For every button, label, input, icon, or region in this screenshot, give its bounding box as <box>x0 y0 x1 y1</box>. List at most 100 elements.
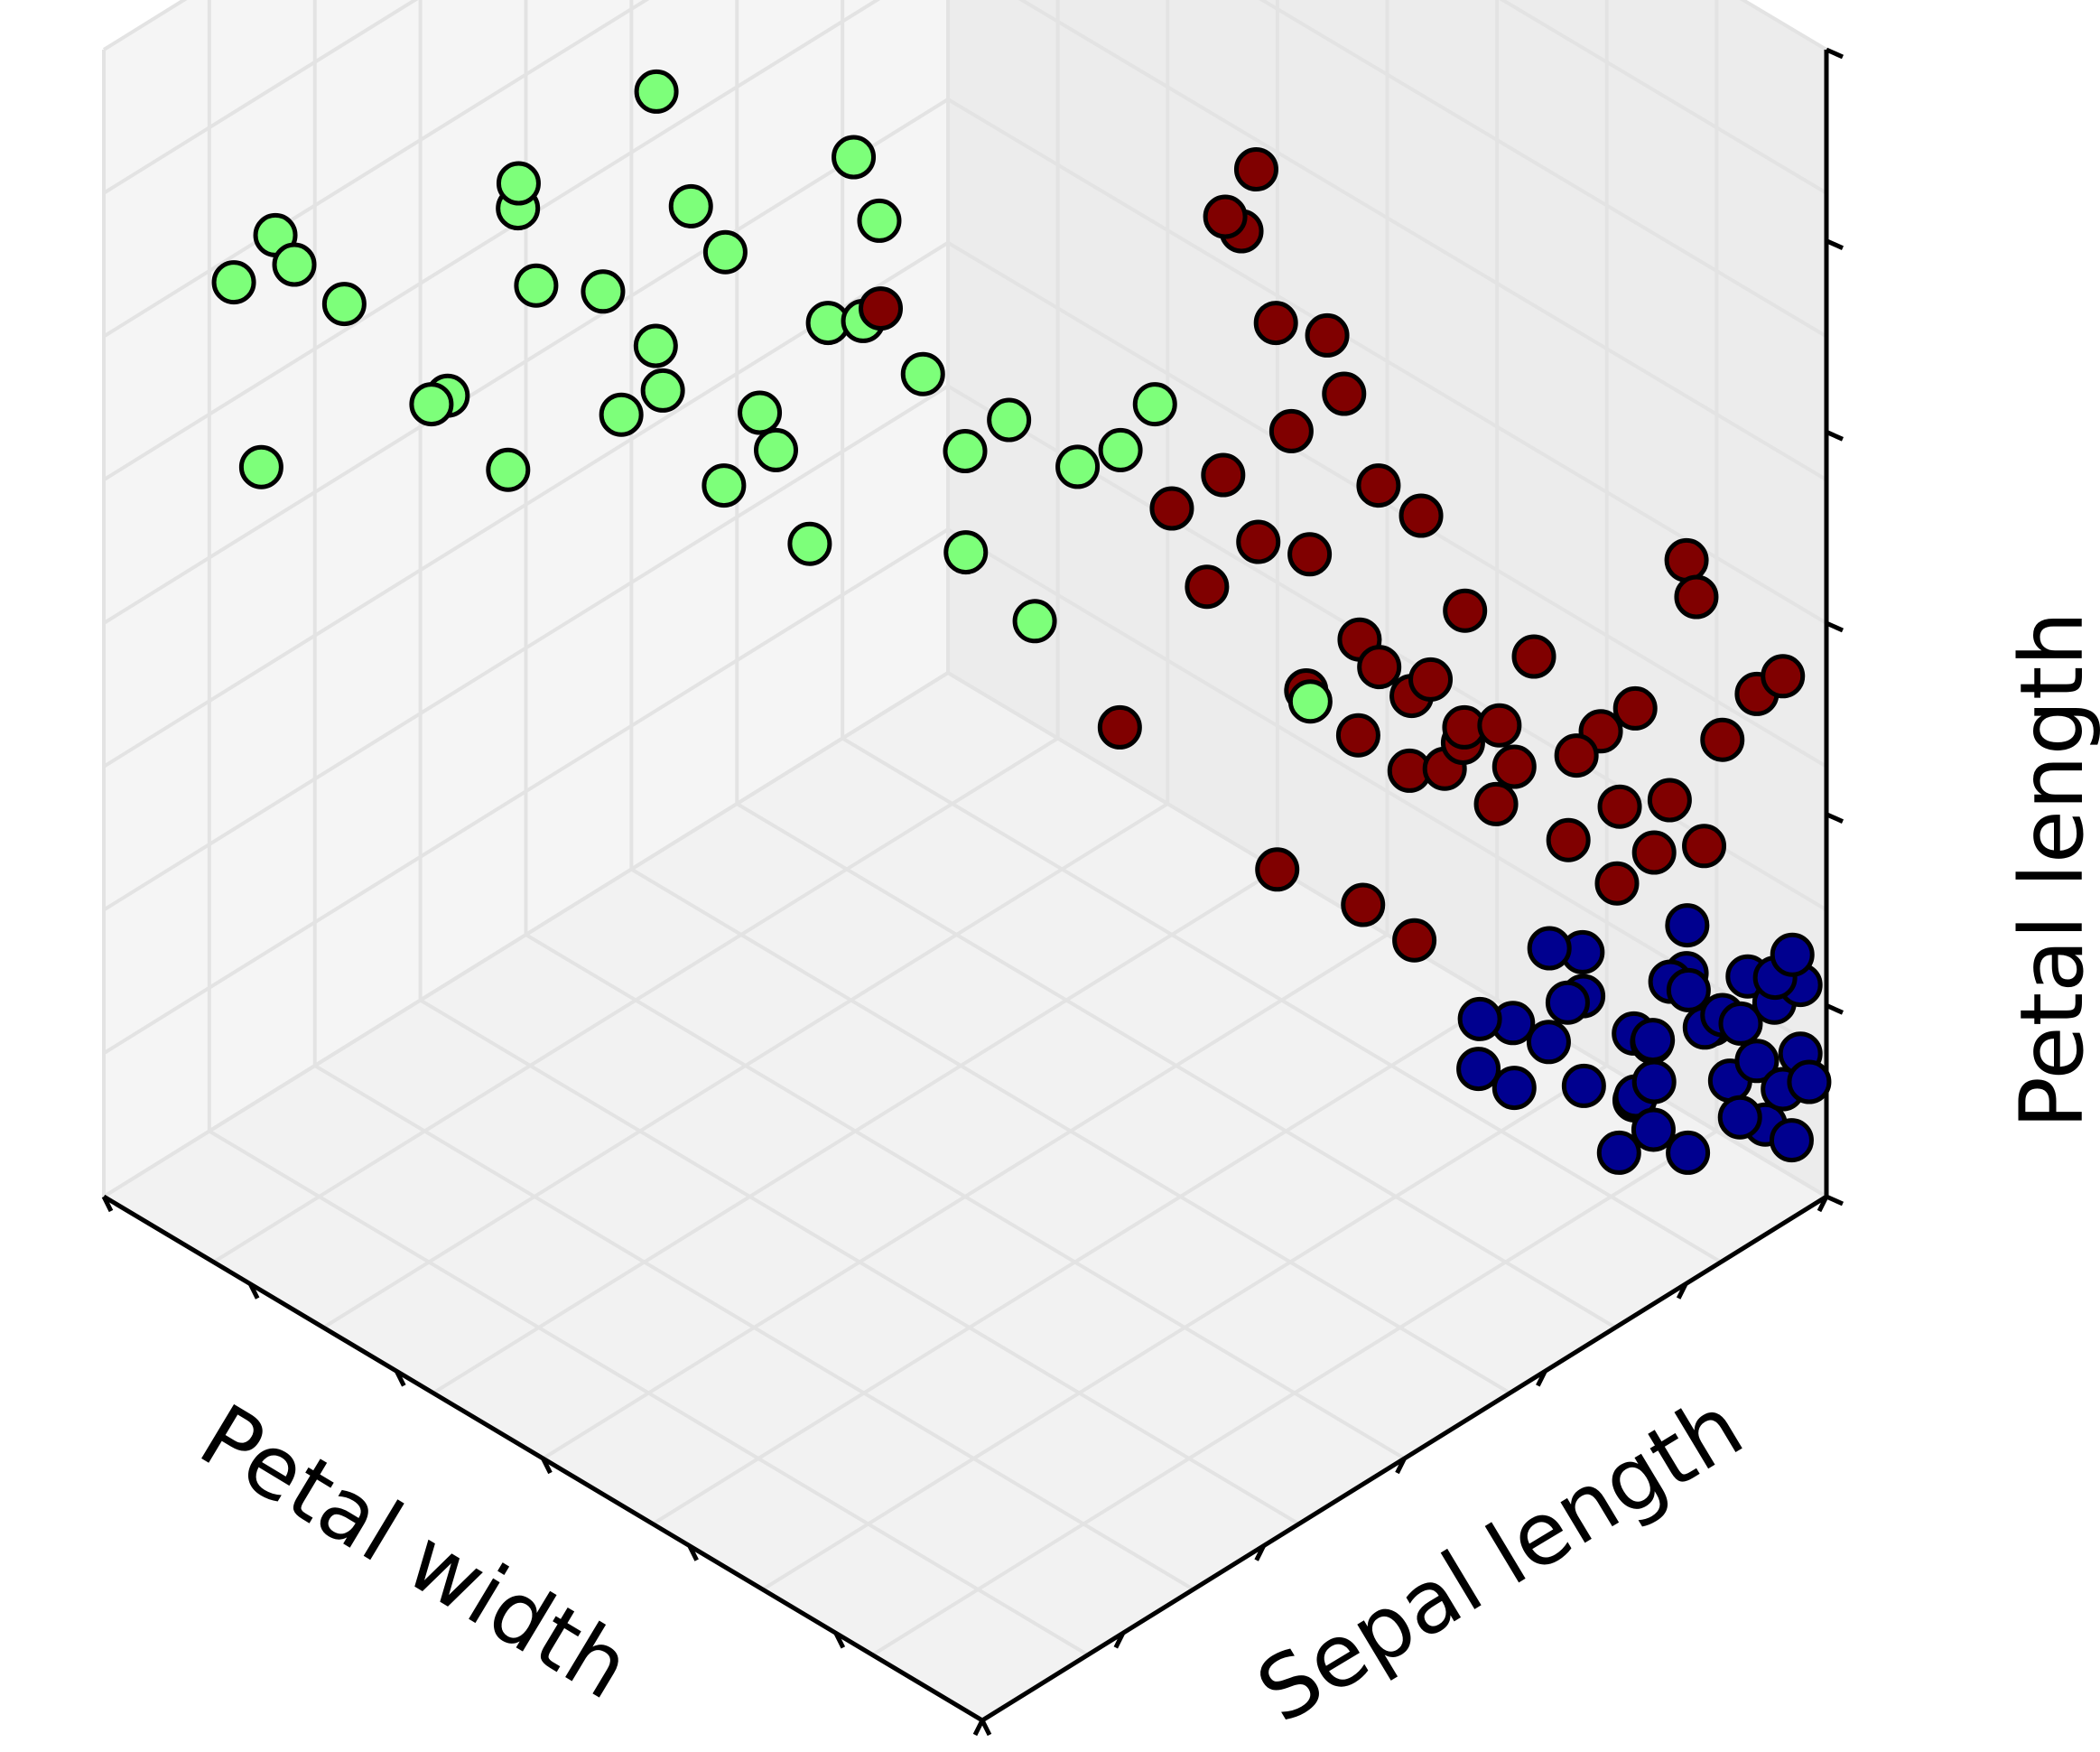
z-axis-tick <box>1825 1003 1844 1015</box>
scatter-point <box>1236 519 1281 564</box>
scatter-point <box>486 447 531 492</box>
scatter-point <box>1392 918 1437 963</box>
scatter-point <box>1682 824 1727 869</box>
scatter-point <box>900 351 945 396</box>
scatter-point <box>1596 1130 1641 1175</box>
scatter-point <box>943 530 989 575</box>
scatter-point <box>1457 996 1502 1041</box>
grid-line <box>761 1064 1608 1591</box>
y-axis-tick <box>1113 1632 1126 1649</box>
scatter-point <box>1456 1047 1501 1092</box>
scatter-point <box>1761 654 1806 699</box>
scatter-point <box>1527 926 1572 971</box>
scatter-point <box>859 286 903 331</box>
scatter-point <box>1233 147 1278 191</box>
scatter-point <box>832 135 877 180</box>
scatter-point <box>1594 861 1640 906</box>
scatter-point <box>1491 744 1537 789</box>
z-axis-tick <box>1825 238 1844 250</box>
scatter-point <box>409 382 454 427</box>
scatter-point <box>1268 408 1314 453</box>
scatter-point <box>1098 427 1143 472</box>
x-axis-tick <box>687 1544 699 1561</box>
y-axis-tick <box>1395 1457 1407 1475</box>
scatter-point <box>1132 382 1177 427</box>
grid-line <box>652 998 1499 1526</box>
scatter-point <box>1665 903 1710 948</box>
scatter-point <box>1287 532 1333 577</box>
scatter-point <box>1012 599 1057 644</box>
axis-lines <box>101 47 1844 1737</box>
x-axis-tick <box>833 1632 846 1649</box>
scatter-point <box>1477 703 1522 748</box>
y-axis-tick <box>1817 1195 1829 1213</box>
z-axis-label: Petal length <box>2002 611 2100 1129</box>
scatter-point <box>1443 588 1488 633</box>
scatter-point <box>1631 830 1677 875</box>
scatter-point <box>987 397 1032 443</box>
z-axis-tick <box>1825 1194 1844 1207</box>
z-axis-tick <box>1825 47 1844 60</box>
grid-line <box>946 671 1828 1198</box>
scatter-point <box>1664 537 1709 582</box>
scatter-point <box>1357 645 1402 690</box>
scatter-point <box>1055 444 1101 489</box>
z-axis-tick <box>1825 430 1844 442</box>
scatter-point <box>1700 717 1745 762</box>
scatter-point <box>599 392 644 437</box>
scatter-point <box>1491 1066 1537 1111</box>
scatter-point <box>1631 1107 1676 1152</box>
scatter-point <box>1674 574 1719 620</box>
grid-line <box>102 0 650 339</box>
scatter-point <box>321 282 367 327</box>
scatter-point <box>1253 301 1298 346</box>
scatter-points <box>211 69 1832 1175</box>
scatter-point <box>1770 932 1815 977</box>
scatter-point <box>1511 634 1556 679</box>
scatter-point <box>754 427 798 472</box>
scatter-point <box>1341 882 1386 927</box>
scatter-point <box>1597 784 1642 829</box>
scatter-point <box>633 323 678 368</box>
x-axis-tick <box>980 1719 992 1737</box>
z-axis-tick <box>1825 620 1844 633</box>
scatter-point <box>1255 847 1300 892</box>
scatter-point <box>857 198 902 243</box>
scatter-point <box>1097 704 1142 750</box>
scatter-point <box>211 260 256 305</box>
scatter-point <box>1666 1130 1711 1175</box>
scatter-point <box>1322 371 1367 416</box>
x-axis-tick <box>247 1282 260 1300</box>
scatter-point <box>1408 657 1454 702</box>
scatter-point <box>668 183 713 228</box>
scatter-point <box>1666 967 1711 1012</box>
z-axis-tick <box>1825 812 1844 824</box>
grid-line <box>1259 0 1828 339</box>
scatter-point <box>702 229 748 275</box>
grid-line <box>841 736 1723 1264</box>
scatter-point <box>1149 486 1194 531</box>
grid-line <box>102 98 950 625</box>
grid-line <box>102 0 419 195</box>
x-axis-tick <box>541 1457 553 1475</box>
scatter-point <box>1718 1001 1763 1046</box>
scatter-point <box>1201 452 1246 498</box>
scatter-point <box>1185 564 1230 610</box>
scatter-point <box>1787 1059 1832 1104</box>
y-axis-tick <box>1254 1544 1266 1561</box>
scatter-point <box>1631 1059 1677 1104</box>
scatter-point <box>1526 1020 1571 1065</box>
scatter-point <box>1545 980 1590 1025</box>
scatter-point <box>1356 463 1401 508</box>
scatter-point <box>1203 194 1248 239</box>
x-axis-tick <box>101 1195 114 1213</box>
scatter-point <box>1335 713 1380 758</box>
scatter-point <box>1473 781 1519 826</box>
y-axis-tick <box>1536 1370 1547 1387</box>
grid-line <box>871 1129 1718 1657</box>
y-axis-tick <box>1676 1282 1688 1300</box>
scatter-point <box>787 521 832 566</box>
scatter-point <box>1631 1018 1676 1063</box>
grid-line <box>736 802 1617 1329</box>
